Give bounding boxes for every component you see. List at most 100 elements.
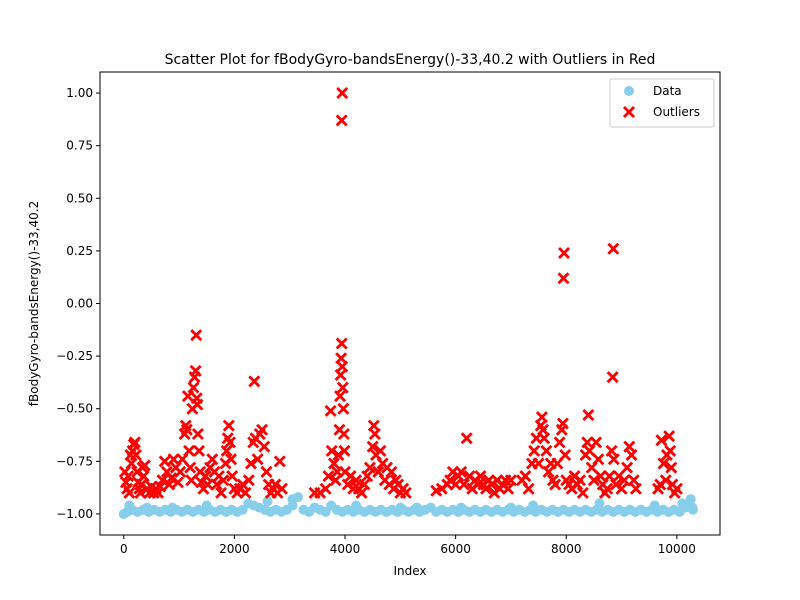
point-outliers-44 xyxy=(187,381,200,394)
point-outliers-17 xyxy=(137,470,150,483)
point-data-118 xyxy=(649,500,660,511)
point-outliers-230 xyxy=(663,430,676,443)
y-axis-ticks: −1.00 −0.75 −0.50 −0.25 0.00 0.25 0.50 0.75 1.00 xyxy=(56,86,100,521)
point-outliers-79 xyxy=(248,375,261,388)
point-outliers-83 xyxy=(256,423,269,436)
point-data-111 xyxy=(262,496,273,507)
point-outliers-84 xyxy=(258,440,271,453)
point-outliers-135 xyxy=(385,465,398,478)
legend-box xyxy=(609,78,715,128)
point-outliers-63 xyxy=(217,474,230,487)
point-outliers-176 xyxy=(535,411,548,424)
point-outliers-204 xyxy=(590,436,603,449)
point-data-107 xyxy=(124,500,135,511)
legend-data-label: Data xyxy=(653,84,682,98)
x-tick-label: 0 xyxy=(120,542,128,556)
point-outliers-4 xyxy=(123,486,136,499)
point-outliers-180 xyxy=(542,465,555,478)
y-tick-label: −0.75 xyxy=(56,454,93,468)
point-outliers-220 xyxy=(623,440,636,453)
point-outliers-46 xyxy=(189,364,202,377)
point-data-106 xyxy=(687,504,698,515)
y-tick-label: 1.00 xyxy=(66,86,93,100)
point-outliers-97 xyxy=(324,404,337,417)
point-outliers-107 xyxy=(335,337,348,350)
plot-data-layer xyxy=(118,87,698,519)
point-outliers-115 xyxy=(336,87,349,100)
point-outliers-206 xyxy=(594,470,607,483)
y-tick-label: 0.00 xyxy=(66,297,93,311)
point-outliers-114 xyxy=(335,114,348,127)
point-outliers-122 xyxy=(358,478,371,491)
point-outliers-184 xyxy=(551,457,564,470)
point-outliers-68 xyxy=(223,436,236,449)
point-outliers-60 xyxy=(210,478,223,491)
point-data-116 xyxy=(528,500,539,511)
legend: Data Outliers xyxy=(609,78,715,128)
point-outliers-188 xyxy=(557,272,570,285)
point-outliers-104 xyxy=(334,390,347,403)
x-tick-label: 10000 xyxy=(658,542,696,556)
point-outliers-92 xyxy=(275,482,288,495)
point-outliers-67 xyxy=(222,419,235,432)
point-outliers-95 xyxy=(319,482,332,495)
point-outliers-38 xyxy=(180,423,193,436)
point-outliers-199 xyxy=(581,436,594,449)
point-outliers-108 xyxy=(336,360,349,373)
point-outliers-211 xyxy=(605,444,618,457)
point-outliers-96 xyxy=(322,470,335,483)
point-data-109 xyxy=(167,502,178,513)
point-outliers-81 xyxy=(251,453,264,466)
point-outliers-9 xyxy=(128,436,141,449)
point-data-117 xyxy=(594,498,605,509)
point-outliers-77 xyxy=(244,457,257,470)
point-outliers-197 xyxy=(576,486,589,499)
point-outliers-156 xyxy=(474,470,487,483)
point-outliers-166 xyxy=(502,482,515,495)
point-outliers-185 xyxy=(553,436,566,449)
x-tick-label: 4000 xyxy=(330,542,361,556)
point-outliers-70 xyxy=(226,470,239,483)
y-tick-label: −0.50 xyxy=(56,402,93,416)
y-axis-label: fBodyGyro-bandsEnergy()-33,40.2 xyxy=(27,201,41,406)
y-tick-label: 0.50 xyxy=(66,191,93,205)
point-outliers-178 xyxy=(538,432,551,445)
point-outliers-209 xyxy=(601,482,614,495)
point-outliers-110 xyxy=(337,402,350,415)
point-outliers-214 xyxy=(607,453,620,466)
point-outliers-187 xyxy=(556,417,569,430)
point-outliers-179 xyxy=(540,444,553,457)
point-outliers-196 xyxy=(574,474,587,487)
point-outliers-99 xyxy=(327,457,340,470)
y-tick-label: 0.75 xyxy=(66,139,93,153)
point-outliers-127 xyxy=(368,427,381,440)
y-tick-label: 0.25 xyxy=(66,244,93,258)
point-outliers-125 xyxy=(366,440,379,453)
point-outliers-150 xyxy=(457,478,470,491)
legend-outliers-label: Outliers xyxy=(653,105,700,119)
point-outliers-218 xyxy=(618,474,631,487)
point-outliers-170 xyxy=(522,482,535,495)
x-axis-label: Index xyxy=(393,564,426,578)
point-outliers-190 xyxy=(559,449,572,462)
point-outliers-27 xyxy=(158,455,171,468)
point-outliers-222 xyxy=(627,474,640,487)
point-outliers-26 xyxy=(156,474,169,487)
point-outliers-141 xyxy=(399,486,412,499)
point-outliers-149 xyxy=(455,465,468,478)
point-outliers-58 xyxy=(206,453,219,466)
point-outliers-34 xyxy=(174,465,187,478)
x-tick-label: 6000 xyxy=(440,542,471,556)
point-outliers-124 xyxy=(363,461,376,474)
point-outliers-105 xyxy=(334,369,347,382)
series-data xyxy=(118,492,698,519)
point-outliers-55 xyxy=(199,470,212,483)
point-outliers-232 xyxy=(665,461,678,474)
point-outliers-147 xyxy=(449,478,462,491)
point-outliers-130 xyxy=(374,444,387,457)
point-outliers-50 xyxy=(191,427,204,440)
point-outliers-213 xyxy=(607,242,620,255)
point-data-115 xyxy=(456,502,467,513)
point-outliers-6 xyxy=(125,457,138,470)
